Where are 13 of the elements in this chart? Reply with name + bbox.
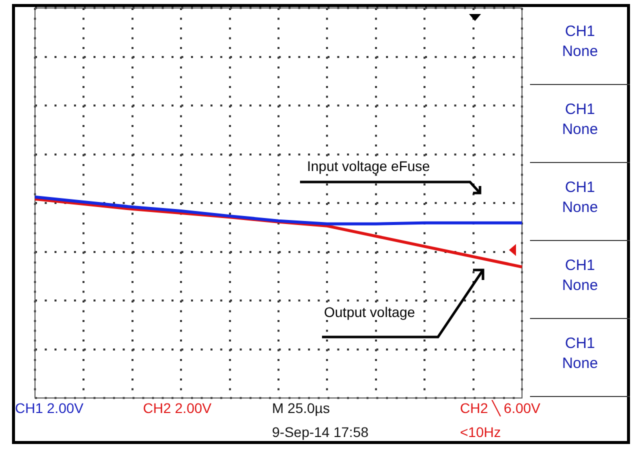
text: CH1 None [561,22,599,62]
text: CH1 2.00V [15,400,84,416]
text: CH1 None [561,256,599,296]
text: CH1 None [561,178,599,218]
text: Input voltage eFuse [305,158,432,174]
text: 9-Sep-14 17:58 [272,424,369,440]
text: CH1 None [561,100,599,140]
text: CH1 None [561,334,599,374]
text: Output voltage [322,304,418,320]
text: M 25.0µs [272,400,330,416]
text: CH2 ╲ 6.00V [460,400,540,416]
text: <10Hz [460,424,501,440]
text: CH2 2.00V [143,400,212,416]
